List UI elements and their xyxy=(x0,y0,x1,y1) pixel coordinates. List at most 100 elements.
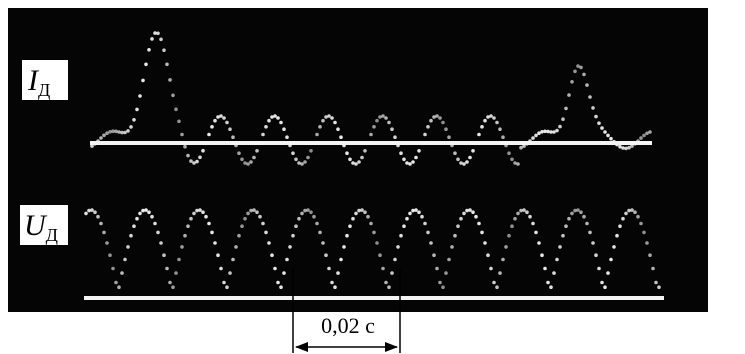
voltage-trace-dot xyxy=(93,210,97,214)
current-trace-dot xyxy=(249,160,253,164)
voltage-trace-dot xyxy=(258,215,262,219)
voltage-trace-dot xyxy=(606,271,610,275)
voltage-trace-dot xyxy=(126,245,130,249)
current-trace-dot xyxy=(114,130,118,134)
voltage-trace-dot xyxy=(465,209,469,213)
current-trace-dot xyxy=(393,135,397,139)
voltage-trace-dot xyxy=(393,258,397,262)
current-trace-dot xyxy=(126,129,130,133)
voltage-trace-dot xyxy=(351,217,355,221)
current-trace-dot xyxy=(108,130,112,134)
current-trace-dot xyxy=(534,134,538,138)
voltage-trace-dot xyxy=(408,212,412,216)
current-trace-dot xyxy=(282,127,286,131)
current-trace-dot xyxy=(315,133,319,137)
current-trace-dot xyxy=(138,94,142,98)
voltage-trace-dot xyxy=(534,231,538,235)
current-trace-dot xyxy=(375,119,379,123)
current-trace-dot xyxy=(336,127,340,131)
voltage-trace-dot xyxy=(456,224,460,228)
voltage-trace-dot xyxy=(90,208,94,212)
voltage-trace-dot xyxy=(501,258,505,262)
current-trace-dot xyxy=(213,119,217,123)
voltage-trace-dot xyxy=(609,258,613,262)
current-trace-dot xyxy=(201,149,205,153)
current-trace-dot xyxy=(480,125,484,129)
voltage-trace-dot xyxy=(330,281,334,285)
voltage-trace-dot xyxy=(546,281,550,285)
current-trace-dot xyxy=(357,160,361,164)
voltage-trace-dot xyxy=(171,285,175,289)
current-trace-dot xyxy=(456,158,460,162)
voltage-trace-dot xyxy=(291,234,295,238)
voltage-trace-dot xyxy=(531,222,535,226)
current-trace-dot xyxy=(384,116,388,120)
current-trace-dot xyxy=(267,119,271,123)
current-trace-dot xyxy=(468,156,472,160)
current-trace-dot xyxy=(588,95,592,99)
voltage-trace-dot xyxy=(345,234,349,238)
voltage-trace-dot xyxy=(273,267,277,271)
voltage-trace-dot xyxy=(654,281,658,285)
voltage-subscript: Д xyxy=(46,225,58,245)
voltage-trace-dot xyxy=(138,212,142,216)
voltage-trace-dot xyxy=(285,258,289,262)
current-trace-dot xyxy=(570,80,574,84)
voltage-trace-dot xyxy=(510,224,514,228)
current-trace-dot xyxy=(180,133,184,137)
voltage-trace-dot xyxy=(453,234,457,238)
voltage-trace-dot xyxy=(84,212,88,216)
voltage-trace-dot xyxy=(537,241,541,245)
voltage-trace-dot xyxy=(564,224,568,228)
voltage-trace-dot xyxy=(357,209,361,213)
current-trace-dot xyxy=(174,108,178,112)
current-trace-dot xyxy=(264,125,268,129)
voltage-trace-dot xyxy=(123,258,127,262)
voltage-trace-dot xyxy=(558,245,562,249)
current-trace-dot xyxy=(447,135,451,139)
current-trace-dot xyxy=(594,115,598,119)
voltage-trace-dot xyxy=(117,285,121,289)
voltage-trace-dot xyxy=(573,209,577,213)
voltage-trace-dot xyxy=(156,231,160,235)
voltage-trace-dot xyxy=(96,215,100,219)
current-trace-dot xyxy=(567,93,571,97)
current-trace-dot xyxy=(531,136,535,140)
voltage-trace-dot xyxy=(207,222,211,226)
voltage-trace-dot xyxy=(384,281,388,285)
current-trace-dot xyxy=(177,120,181,124)
current-trace-dot xyxy=(387,121,391,125)
voltage-trace-dot xyxy=(210,231,214,235)
voltage-trace-dot xyxy=(111,267,115,271)
voltage-trace-dot xyxy=(276,281,280,285)
voltage-trace-dot xyxy=(645,241,649,245)
voltage-trace-dot xyxy=(339,258,343,262)
voltage-trace-dot xyxy=(483,241,487,245)
current-trace-dot xyxy=(144,63,148,67)
voltage-trace-dot xyxy=(603,285,607,289)
voltage-trace-dot xyxy=(183,234,187,238)
voltage-trace-dot xyxy=(411,209,415,213)
voltage-trace-dot xyxy=(129,234,133,238)
current-trace-dot xyxy=(501,135,505,139)
current-trace-dot xyxy=(465,160,469,164)
current-trace-dot xyxy=(309,149,313,153)
current-trace-dot xyxy=(237,151,241,155)
voltage-trace-dot xyxy=(270,253,274,257)
current-trace-dot xyxy=(540,130,544,134)
current-trace-dot xyxy=(477,133,481,137)
current-trace-dot xyxy=(252,156,256,160)
voltage-trace-dot xyxy=(333,285,337,289)
current-trace-dot xyxy=(597,121,601,125)
current-trace-dot xyxy=(483,119,487,123)
voltage-trace-dot xyxy=(342,245,346,249)
voltage-trace-dot xyxy=(174,271,178,275)
current-trace-dot xyxy=(219,114,223,118)
voltage-trace-dot xyxy=(159,241,163,245)
voltage-trace-dot xyxy=(249,209,253,213)
voltage-trace-dot xyxy=(324,253,328,257)
voltage-trace-dot xyxy=(462,212,466,216)
voltage-symbol: U xyxy=(24,209,48,242)
voltage-trace-dot xyxy=(591,241,595,245)
voltage-trace-dot xyxy=(237,234,241,238)
